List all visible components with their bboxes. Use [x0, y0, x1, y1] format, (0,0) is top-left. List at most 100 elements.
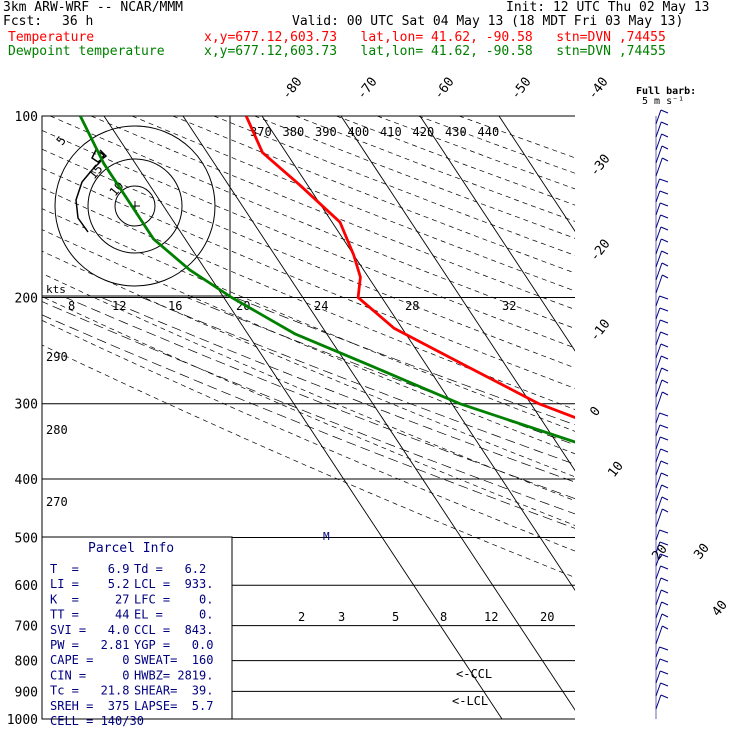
- wind-barb-staff: [655, 391, 663, 411]
- wind-barb-flag: [660, 436, 669, 441]
- theta-label: 400: [348, 125, 370, 139]
- wind-barb-flag: [662, 508, 669, 513]
- wind-barb: [655, 391, 669, 411]
- wind-barb: [655, 682, 669, 697]
- parcel-info-value: LFC = 0.: [134, 592, 213, 606]
- hodograph-speed-label: 24: [314, 299, 328, 313]
- hodograph-speed-label: 32: [502, 299, 516, 313]
- wind-barb: [655, 226, 669, 242]
- pressure-label: 1000: [7, 713, 38, 728]
- isotherm-label: -50: [508, 75, 534, 103]
- wind-barb-staff: [655, 670, 661, 684]
- parcel-info-value: PW = 2.81: [50, 638, 129, 652]
- wind-barb-flag: [659, 190, 669, 195]
- wind-barb-staff: [655, 331, 662, 346]
- wind-barb-staff: [655, 307, 661, 320]
- wind-barb-flag: [660, 202, 669, 207]
- wind-barb-staff: [655, 355, 662, 372]
- dry-adiabat: [42, 296, 575, 526]
- pressure-label: 300: [15, 398, 38, 413]
- isotherm-label: -10: [587, 317, 613, 345]
- dry-adiabat: [42, 148, 575, 369]
- wind-barb-flag: [659, 541, 669, 546]
- wind-barb-flag: [660, 553, 669, 558]
- wind-barb-flag: [659, 658, 669, 663]
- wind-barb-flag: [661, 238, 669, 243]
- wind-barb-staff: [655, 565, 662, 580]
- wind-barb-flag: [661, 379, 669, 384]
- wind-barb-flag: [660, 226, 669, 231]
- theta-label: 380: [283, 125, 305, 139]
- isotherm-line: [657, 116, 740, 719]
- wind-barb: [655, 472, 669, 489]
- wind-barb-flag: [661, 121, 669, 126]
- wind-barb: [655, 589, 669, 606]
- hodograph-ring: [87, 158, 183, 254]
- barb-legend-title: Full barb:: [636, 86, 696, 97]
- wind-barb: [655, 577, 669, 593]
- dry-adiabat: [295, 116, 575, 222]
- wind-barb-flag: [659, 178, 669, 183]
- theta-label: 430: [445, 125, 467, 139]
- hodograph-frame: [41, 115, 231, 297]
- parcel-info-value: CAPE = 0: [50, 653, 129, 667]
- barb-legend-units: 5 m s⁻¹: [642, 96, 684, 107]
- wind-barb-staff: [655, 436, 661, 450]
- wind-barb-flag: [660, 109, 669, 114]
- wind-barb-staff: [655, 274, 663, 294]
- hodograph-ring-label: 15: [86, 162, 106, 182]
- wind-barb-staff: [655, 424, 661, 437]
- parcel-info-value: CELL = 140/30: [50, 714, 144, 728]
- wind-barb: [655, 646, 669, 658]
- wind-barb-flag: [661, 472, 669, 477]
- forecast-label: Fcst:: [3, 14, 43, 29]
- dry-adiabat: [42, 319, 575, 552]
- wind-barb-staff: [655, 529, 660, 541]
- isotherm-line: [182, 116, 575, 711]
- wind-barb-staff: [655, 214, 662, 229]
- dry-adiabat: [42, 208, 575, 432]
- wind-barb-flag: [660, 577, 669, 582]
- wind-barb: [655, 307, 669, 320]
- wind-barb: [655, 121, 669, 138]
- wind-barb-staff: [655, 484, 663, 502]
- hodograph-speed-label: 28: [405, 299, 419, 313]
- wind-barb: [655, 109, 669, 125]
- wind-barb-staff: [655, 541, 661, 554]
- wind-barb-flag: [659, 529, 669, 534]
- parcel-info-value: LI = 5.2: [50, 577, 129, 591]
- wind-barb-staff: [655, 133, 663, 151]
- wind-barb-column: Full barb: 5 m s⁻¹: [636, 86, 696, 719]
- isotherm-label: -20: [587, 237, 613, 265]
- wind-barb: [655, 424, 669, 437]
- wind-barb-staff: [655, 319, 661, 333]
- moist-adiabat: [186, 297, 575, 446]
- dewpoint-legend: Dewpoint temperature: [8, 44, 165, 59]
- parcel-info-value: SHEAR= 39.: [134, 684, 213, 698]
- wind-barb-flag: [662, 391, 669, 396]
- wind-barb-staff: [655, 250, 663, 268]
- theta-label: 290: [46, 350, 68, 364]
- parcel-info-value: K = 27: [50, 592, 129, 606]
- wind-barb-flag: [659, 307, 669, 312]
- wind-barb-staff: [655, 460, 662, 476]
- theta-label: 420: [413, 125, 435, 139]
- wind-barb-staff: [655, 238, 662, 255]
- isotherm-line: [736, 116, 740, 719]
- pressure-label: 400: [15, 473, 38, 488]
- wind-barb: [655, 157, 669, 177]
- wind-barb-staff: [655, 553, 661, 567]
- theta-label: 410: [380, 125, 402, 139]
- isotherm-label: 0: [587, 404, 604, 419]
- parcel-info-value: T = 6.9: [50, 562, 129, 576]
- forecast-hour: 36 h: [62, 14, 94, 29]
- wind-barb-staff: [655, 601, 663, 619]
- wind-barb-flag: [661, 484, 669, 489]
- wind-barb: [655, 250, 669, 268]
- hodograph-ring-label: 5: [54, 133, 69, 148]
- wind-barb-staff: [655, 343, 662, 359]
- isotherm-label: -30: [587, 152, 613, 180]
- isotherm-lines: [42, 116, 740, 719]
- wind-barb: [655, 448, 669, 463]
- parcel-info-value: LCL = 933.: [134, 577, 213, 591]
